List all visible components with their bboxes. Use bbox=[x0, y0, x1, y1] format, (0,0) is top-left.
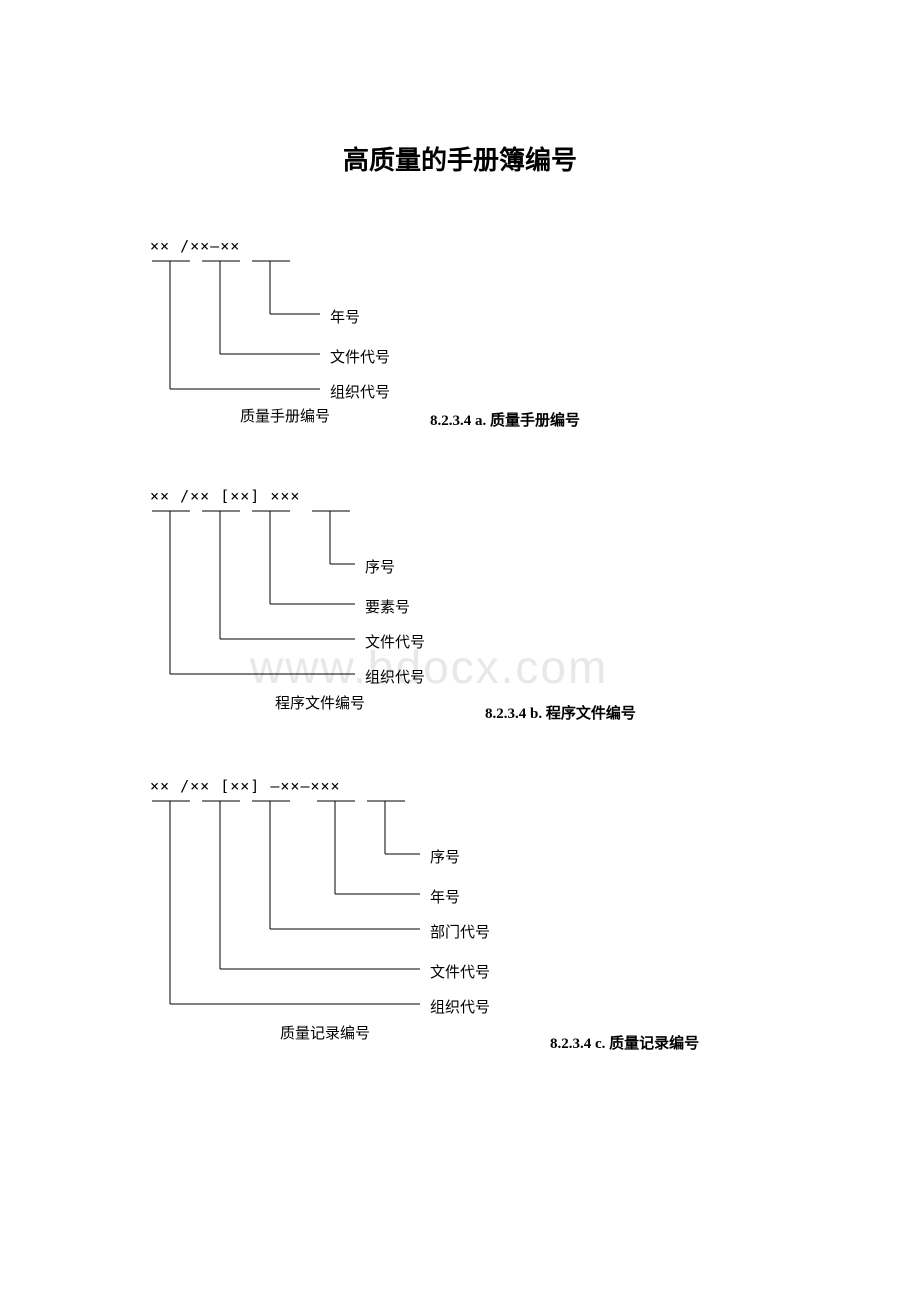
bracket-label: 文件代号 bbox=[430, 961, 490, 982]
caption-below-2: 程序文件编号 bbox=[275, 692, 365, 713]
bracket-label: 文件代号 bbox=[365, 631, 425, 652]
bracket-label: 年号 bbox=[430, 886, 460, 907]
diagram-quality-record: ×× /×× [××] —××—××× 组织代号 文件代号 部门代号 年号 序号 质量记… bbox=[150, 777, 920, 1057]
bracket-label: 组织代号 bbox=[365, 666, 425, 687]
bracket-label: 年号 bbox=[330, 306, 360, 327]
bracket-label: 序号 bbox=[430, 846, 460, 867]
bracket-label: 组织代号 bbox=[430, 996, 490, 1017]
bracket-label: 组织代号 bbox=[330, 381, 390, 402]
page-title: 高质量的手册簿编号 bbox=[0, 0, 920, 237]
caption-right-2: 8.2.3.4 b. 程序文件编号 bbox=[485, 702, 636, 723]
caption-below-1: 质量手册编号 bbox=[240, 405, 330, 426]
diagram-quality-manual: ×× /××—×× 组织代号 文件代号 年号 质量手册编号 8.2.3.4 a. 质… bbox=[150, 237, 920, 437]
caption-right-3: 8.2.3.4 c. 质量记录编号 bbox=[550, 1032, 699, 1053]
code-string-1: ×× /××—×× bbox=[150, 237, 920, 259]
bracket-label: 序号 bbox=[365, 556, 395, 577]
bracket-label: 文件代号 bbox=[330, 346, 390, 367]
bracket-svg-3 bbox=[150, 799, 510, 1019]
bracket-label: 要素号 bbox=[365, 596, 410, 617]
bracket-label: 部门代号 bbox=[430, 921, 490, 942]
diagram-procedure-file: ×× /×× [××] ××× 组织代号 文件代号 要素号 序号 程序文件编号 8.2… bbox=[150, 487, 920, 727]
code-string-2: ×× /×× [××] ××× bbox=[150, 487, 920, 509]
code-string-3: ×× /×× [××] —××—××× bbox=[150, 777, 920, 799]
caption-below-3: 质量记录编号 bbox=[280, 1022, 370, 1043]
caption-right-1: 8.2.3.4 a. 质量手册编号 bbox=[430, 409, 580, 430]
